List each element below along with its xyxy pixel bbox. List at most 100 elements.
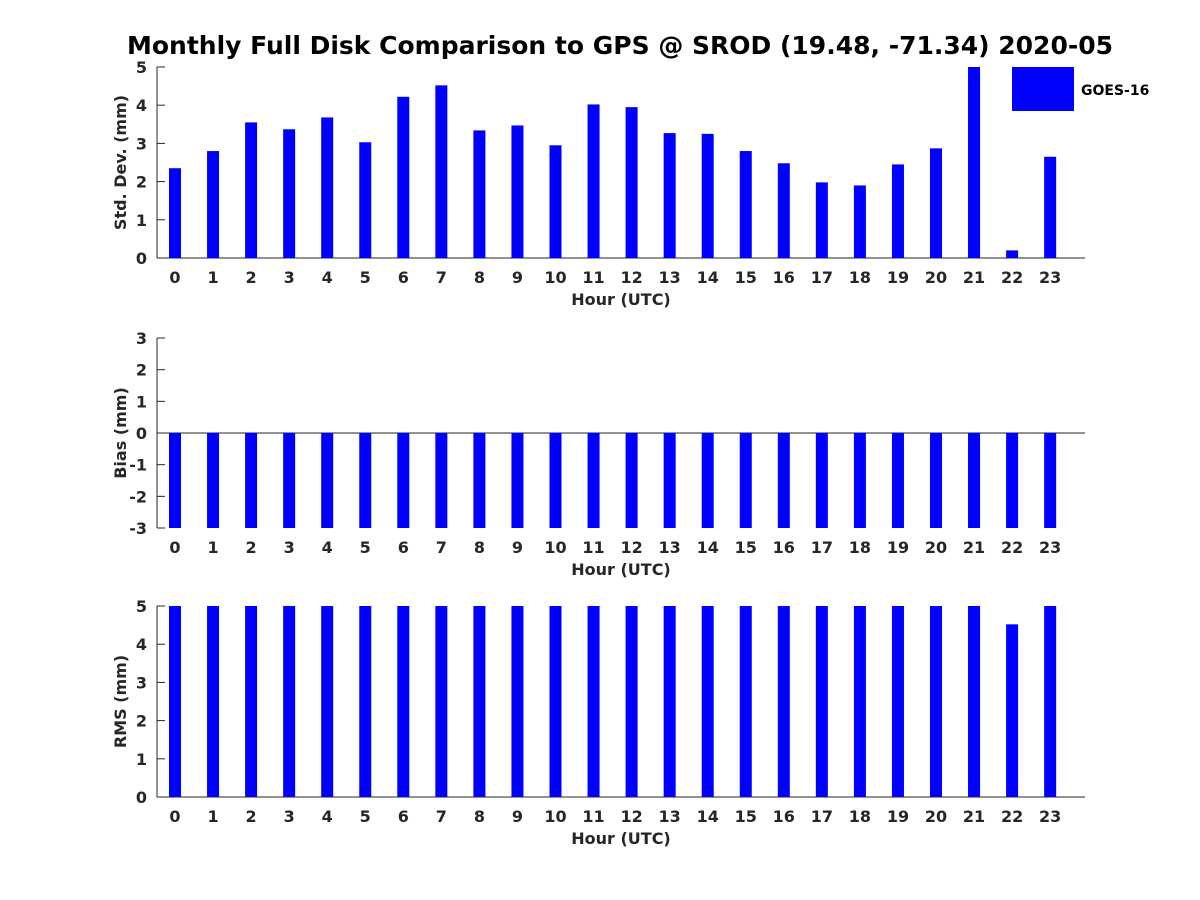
bar-bias-hour-1 xyxy=(207,433,220,528)
bar-std-hour-12 xyxy=(625,107,638,258)
x-tick-label: 15 xyxy=(735,268,757,287)
x-tick-label: 5 xyxy=(360,807,371,826)
x-tick-label: 10 xyxy=(544,538,566,557)
x-tick-label: 19 xyxy=(887,268,909,287)
x-tick-label: 1 xyxy=(207,807,218,826)
bar-bias-hour-12 xyxy=(625,433,638,528)
bar-rms-hour-7 xyxy=(435,606,448,797)
bar-std-hour-21 xyxy=(968,67,981,258)
x-tick-label: 0 xyxy=(169,268,180,287)
bar-rms-hour-19 xyxy=(891,606,904,797)
x-tick-label: 17 xyxy=(811,807,833,826)
bar-rms-hour-10 xyxy=(549,606,562,797)
x-tick-label: 16 xyxy=(773,538,795,557)
x-tick-label: 1 xyxy=(207,538,218,557)
x-axis-label: Hour (UTC) xyxy=(571,560,671,579)
y-tick-label: -2 xyxy=(129,487,147,506)
y-tick-label: 5 xyxy=(136,58,147,77)
x-tick-label: 6 xyxy=(398,268,409,287)
bar-bias-hour-14 xyxy=(701,433,714,528)
bar-bias-hour-17 xyxy=(815,433,828,528)
x-tick-label: 13 xyxy=(659,807,681,826)
x-tick-label: 7 xyxy=(436,807,447,826)
bar-bias-hour-7 xyxy=(435,433,448,528)
bar-bias-hour-13 xyxy=(663,433,676,528)
bar-rms-hour-13 xyxy=(663,606,676,797)
bar-rms-hour-2 xyxy=(245,606,258,797)
bar-rms-hour-8 xyxy=(473,606,486,797)
x-tick-label: 3 xyxy=(284,538,295,557)
x-tick-label: 17 xyxy=(811,538,833,557)
y-tick-label: 3 xyxy=(136,329,147,348)
bar-bias-hour-9 xyxy=(511,433,524,528)
bar-bias-hour-3 xyxy=(283,433,296,528)
x-tick-label: 14 xyxy=(697,807,719,826)
bar-std-hour-5 xyxy=(359,142,372,258)
bar-bias-hour-16 xyxy=(777,433,790,528)
x-tick-label: 22 xyxy=(1001,538,1023,557)
x-tick-label: 8 xyxy=(474,538,485,557)
bar-bias-hour-23 xyxy=(1044,433,1057,528)
y-tick-label: 4 xyxy=(136,96,147,115)
x-tick-label: 19 xyxy=(887,538,909,557)
x-tick-label: 9 xyxy=(512,538,523,557)
y-tick-label: 1 xyxy=(136,750,147,769)
x-tick-label: 23 xyxy=(1039,268,1061,287)
x-tick-label: 14 xyxy=(697,268,719,287)
x-tick-label: 21 xyxy=(963,807,985,826)
bar-bias-hour-6 xyxy=(397,433,410,528)
x-tick-label: 12 xyxy=(620,807,642,826)
x-tick-label: 22 xyxy=(1001,268,1023,287)
bar-rms-hour-3 xyxy=(283,606,296,797)
bar-rms-hour-5 xyxy=(359,606,372,797)
x-tick-label: 21 xyxy=(963,538,985,557)
bar-rms-hour-12 xyxy=(625,606,638,797)
x-tick-label: 8 xyxy=(474,268,485,287)
bar-std-hour-6 xyxy=(397,96,410,259)
bar-std-hour-4 xyxy=(321,117,334,258)
bar-rms-hour-9 xyxy=(511,606,524,797)
x-tick-label: 0 xyxy=(169,538,180,557)
bar-rms-hour-6 xyxy=(397,606,410,797)
bar-std-hour-7 xyxy=(435,85,448,258)
x-tick-label: 7 xyxy=(436,538,447,557)
chart-title: Monthly Full Disk Comparison to GPS @ SR… xyxy=(127,31,1113,60)
x-tick-label: 2 xyxy=(246,268,257,287)
bar-rms-hour-16 xyxy=(777,606,790,797)
y-tick-label: 0 xyxy=(136,424,147,443)
x-tick-label: 20 xyxy=(925,268,947,287)
chart-legend: GOES-16 xyxy=(1012,67,1149,111)
bar-bias-hour-10 xyxy=(549,433,562,528)
bar-bias-hour-15 xyxy=(739,433,752,528)
bar-std-hour-14 xyxy=(701,133,714,258)
legend-label-goes-16: GOES-16 xyxy=(1081,83,1149,99)
bar-bias-hour-0 xyxy=(169,433,181,528)
x-axis-label: Hour (UTC) xyxy=(571,290,671,309)
bar-rms-hour-0 xyxy=(169,606,181,797)
y-tick-label: 2 xyxy=(136,361,147,380)
x-tick-label: 3 xyxy=(284,807,295,826)
x-tick-label: 23 xyxy=(1039,538,1061,557)
x-tick-label: 10 xyxy=(544,268,566,287)
bar-std-hour-3 xyxy=(283,129,296,258)
y-tick-label: 0 xyxy=(136,788,147,807)
bar-std-hour-9 xyxy=(511,125,524,258)
bar-std-hour-8 xyxy=(473,130,486,258)
y-tick-label: -3 xyxy=(129,519,147,538)
x-tick-label: 13 xyxy=(659,268,681,287)
x-tick-label: 10 xyxy=(544,807,566,826)
bar-bias-hour-22 xyxy=(1006,433,1019,528)
x-tick-label: 6 xyxy=(398,538,409,557)
x-tick-label: 18 xyxy=(849,268,871,287)
y-tick-label: 1 xyxy=(136,211,147,230)
x-tick-label: 14 xyxy=(697,538,719,557)
x-tick-label: 15 xyxy=(735,538,757,557)
bar-std-hour-2 xyxy=(245,122,258,258)
bar-std-hour-22 xyxy=(1006,250,1019,258)
x-tick-label: 23 xyxy=(1039,807,1061,826)
x-tick-label: 2 xyxy=(246,538,257,557)
